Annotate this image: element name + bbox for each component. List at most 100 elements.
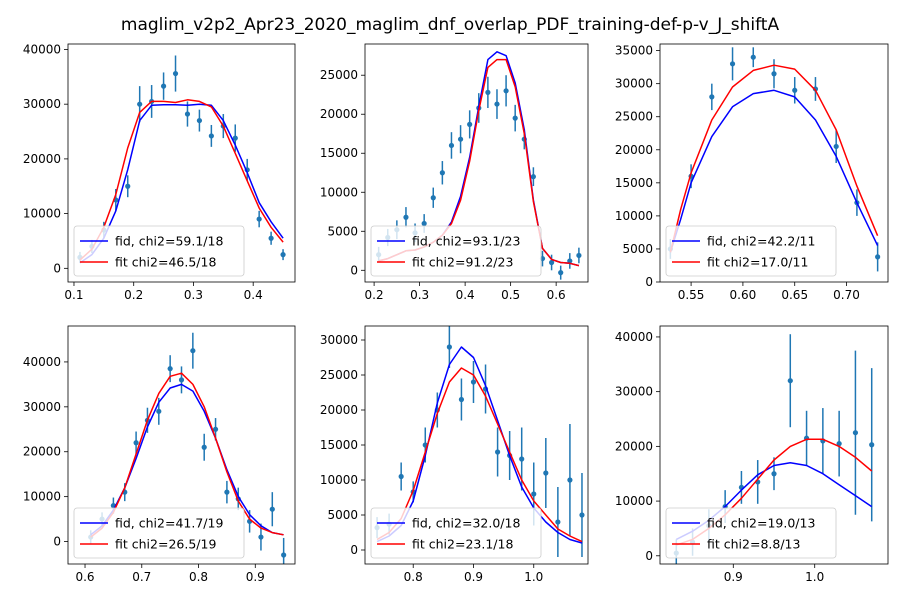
data-point	[579, 512, 585, 518]
data-point	[543, 470, 549, 476]
y-tick-label: 5000	[327, 508, 358, 522]
legend-label: fit chi2=23.1/18	[412, 537, 513, 552]
legend-label: fit chi2=26.5/19	[115, 537, 216, 552]
y-tick-label: 10000	[615, 209, 653, 223]
data-point	[558, 270, 564, 276]
legend-box	[370, 507, 542, 559]
subplot-6: 0.9 1.0 0 10000 20000 30000 40000 fid, chi2=19.…	[615, 325, 889, 584]
x-tick-label: 0.8	[189, 570, 208, 584]
y-tick-label: 30000	[23, 97, 61, 111]
data-point	[519, 456, 525, 462]
data-point	[787, 378, 793, 384]
x-tick-label: 0.9	[724, 570, 743, 584]
data-point	[196, 117, 203, 124]
legend-box	[665, 225, 837, 277]
data-point	[439, 170, 445, 176]
y-tick-label: 20000	[615, 143, 653, 157]
x-tick-label: 0.1	[64, 288, 83, 302]
y-tick-label: 40000	[615, 330, 653, 344]
data-point	[268, 235, 274, 241]
axes-frame	[659, 43, 889, 283]
legend: fid, chi2=93.1/23 fit chi2=91.2/23	[370, 225, 542, 277]
data-point	[503, 88, 509, 94]
legend-label: fid, chi2=41.7/19	[115, 516, 223, 531]
figure-suptitle: maglim_v2p2_Apr23_2020_maglim_dnf_overla…	[121, 15, 780, 35]
fit-curve	[669, 64, 879, 253]
x-tick-label: 0.2	[124, 288, 143, 302]
legend: fid, chi2=41.7/19 fit chi2=26.5/19	[73, 507, 245, 559]
x-tick-label: 0.60	[730, 288, 757, 302]
axes-frame	[364, 43, 589, 283]
data-point	[256, 216, 262, 222]
legend-box	[73, 225, 245, 277]
data-point	[485, 89, 491, 95]
x-tick-label: 0.65	[781, 288, 808, 302]
x-tick-label: 0.6	[547, 288, 566, 302]
x-tick-label: 0.4	[456, 288, 475, 302]
legend-label: fid, chi2=32.0/18	[412, 516, 520, 531]
data-point	[212, 426, 219, 432]
x-tick-label: 1.0	[805, 570, 824, 584]
legend-label: fid, chi2=19.0/13	[707, 516, 815, 531]
y-tick-label: 25000	[320, 368, 358, 382]
data-point	[494, 449, 501, 455]
legend-label: fid, chi2=59.1/18	[115, 234, 223, 249]
data-point	[771, 471, 777, 477]
y-tick-label: 40000	[23, 355, 61, 369]
y-tick-label: 0	[53, 261, 61, 275]
y-tick-label: 15000	[320, 438, 358, 452]
axes-frame	[659, 325, 889, 565]
plot-area	[673, 334, 875, 564]
x-tick-label: 0.6	[75, 570, 94, 584]
data-point	[771, 71, 777, 77]
data-point	[448, 142, 455, 149]
data-point	[576, 252, 582, 259]
legend-label: fid, chi2=93.1/23	[412, 234, 520, 249]
x-tick-label: 0.9	[464, 570, 483, 584]
data-point	[137, 101, 143, 107]
data-point	[398, 473, 404, 480]
y-tick-label: 0	[350, 543, 358, 557]
legend-box	[665, 507, 837, 559]
legend-label: fit chi2=8.8/13	[707, 537, 800, 552]
data-point	[281, 552, 287, 558]
data-point	[224, 489, 230, 495]
y-tick-label: 0	[645, 549, 653, 563]
data-point	[467, 121, 473, 127]
y-tick-label: 0	[645, 275, 653, 289]
y-tick-label: 10000	[23, 207, 61, 221]
x-tick-label: 0.70	[833, 288, 860, 302]
x-tick-label: 0.8	[404, 570, 423, 584]
data-point	[709, 94, 715, 100]
y-tick-label: 40000	[23, 42, 61, 56]
legend: fid, chi2=59.1/18 fit chi2=46.5/18	[73, 225, 245, 277]
legend-box	[370, 225, 542, 277]
plot-area	[77, 55, 286, 264]
data-point	[421, 220, 427, 227]
x-tick-label: 0.4	[244, 288, 263, 302]
legend-box	[73, 507, 245, 559]
data-point	[750, 54, 756, 60]
data-point	[512, 115, 518, 121]
y-tick-label: 25000	[320, 68, 358, 82]
y-tick-label: 10000	[615, 494, 653, 508]
axes-frame	[364, 325, 589, 565]
x-tick-label: 0.3	[410, 288, 429, 302]
y-tick-label: 10000	[23, 490, 61, 504]
data-point	[133, 440, 139, 446]
x-tick-label: 0.7	[132, 570, 151, 584]
data-point	[208, 133, 214, 139]
y-tick-label: 0	[53, 535, 61, 549]
legend: fid, chi2=19.0/13 fit chi2=8.8/13	[665, 507, 837, 559]
data-point	[232, 135, 238, 141]
y-tick-label: 10000	[320, 185, 358, 199]
data-point	[530, 174, 536, 180]
data-point	[836, 441, 842, 447]
data-point	[280, 252, 286, 258]
subplot-4: 0.6 0.7 0.8 0.9 0 10000 20000 30000 40000 fid, ch…	[23, 325, 296, 584]
axes-frame	[67, 325, 296, 565]
data-point	[852, 430, 859, 436]
subplot-2: 0.2 0.3 0.4 0.5 0.6 0 5000 10000 15000 20000 25000…	[320, 43, 589, 302]
data-point	[567, 258, 573, 264]
